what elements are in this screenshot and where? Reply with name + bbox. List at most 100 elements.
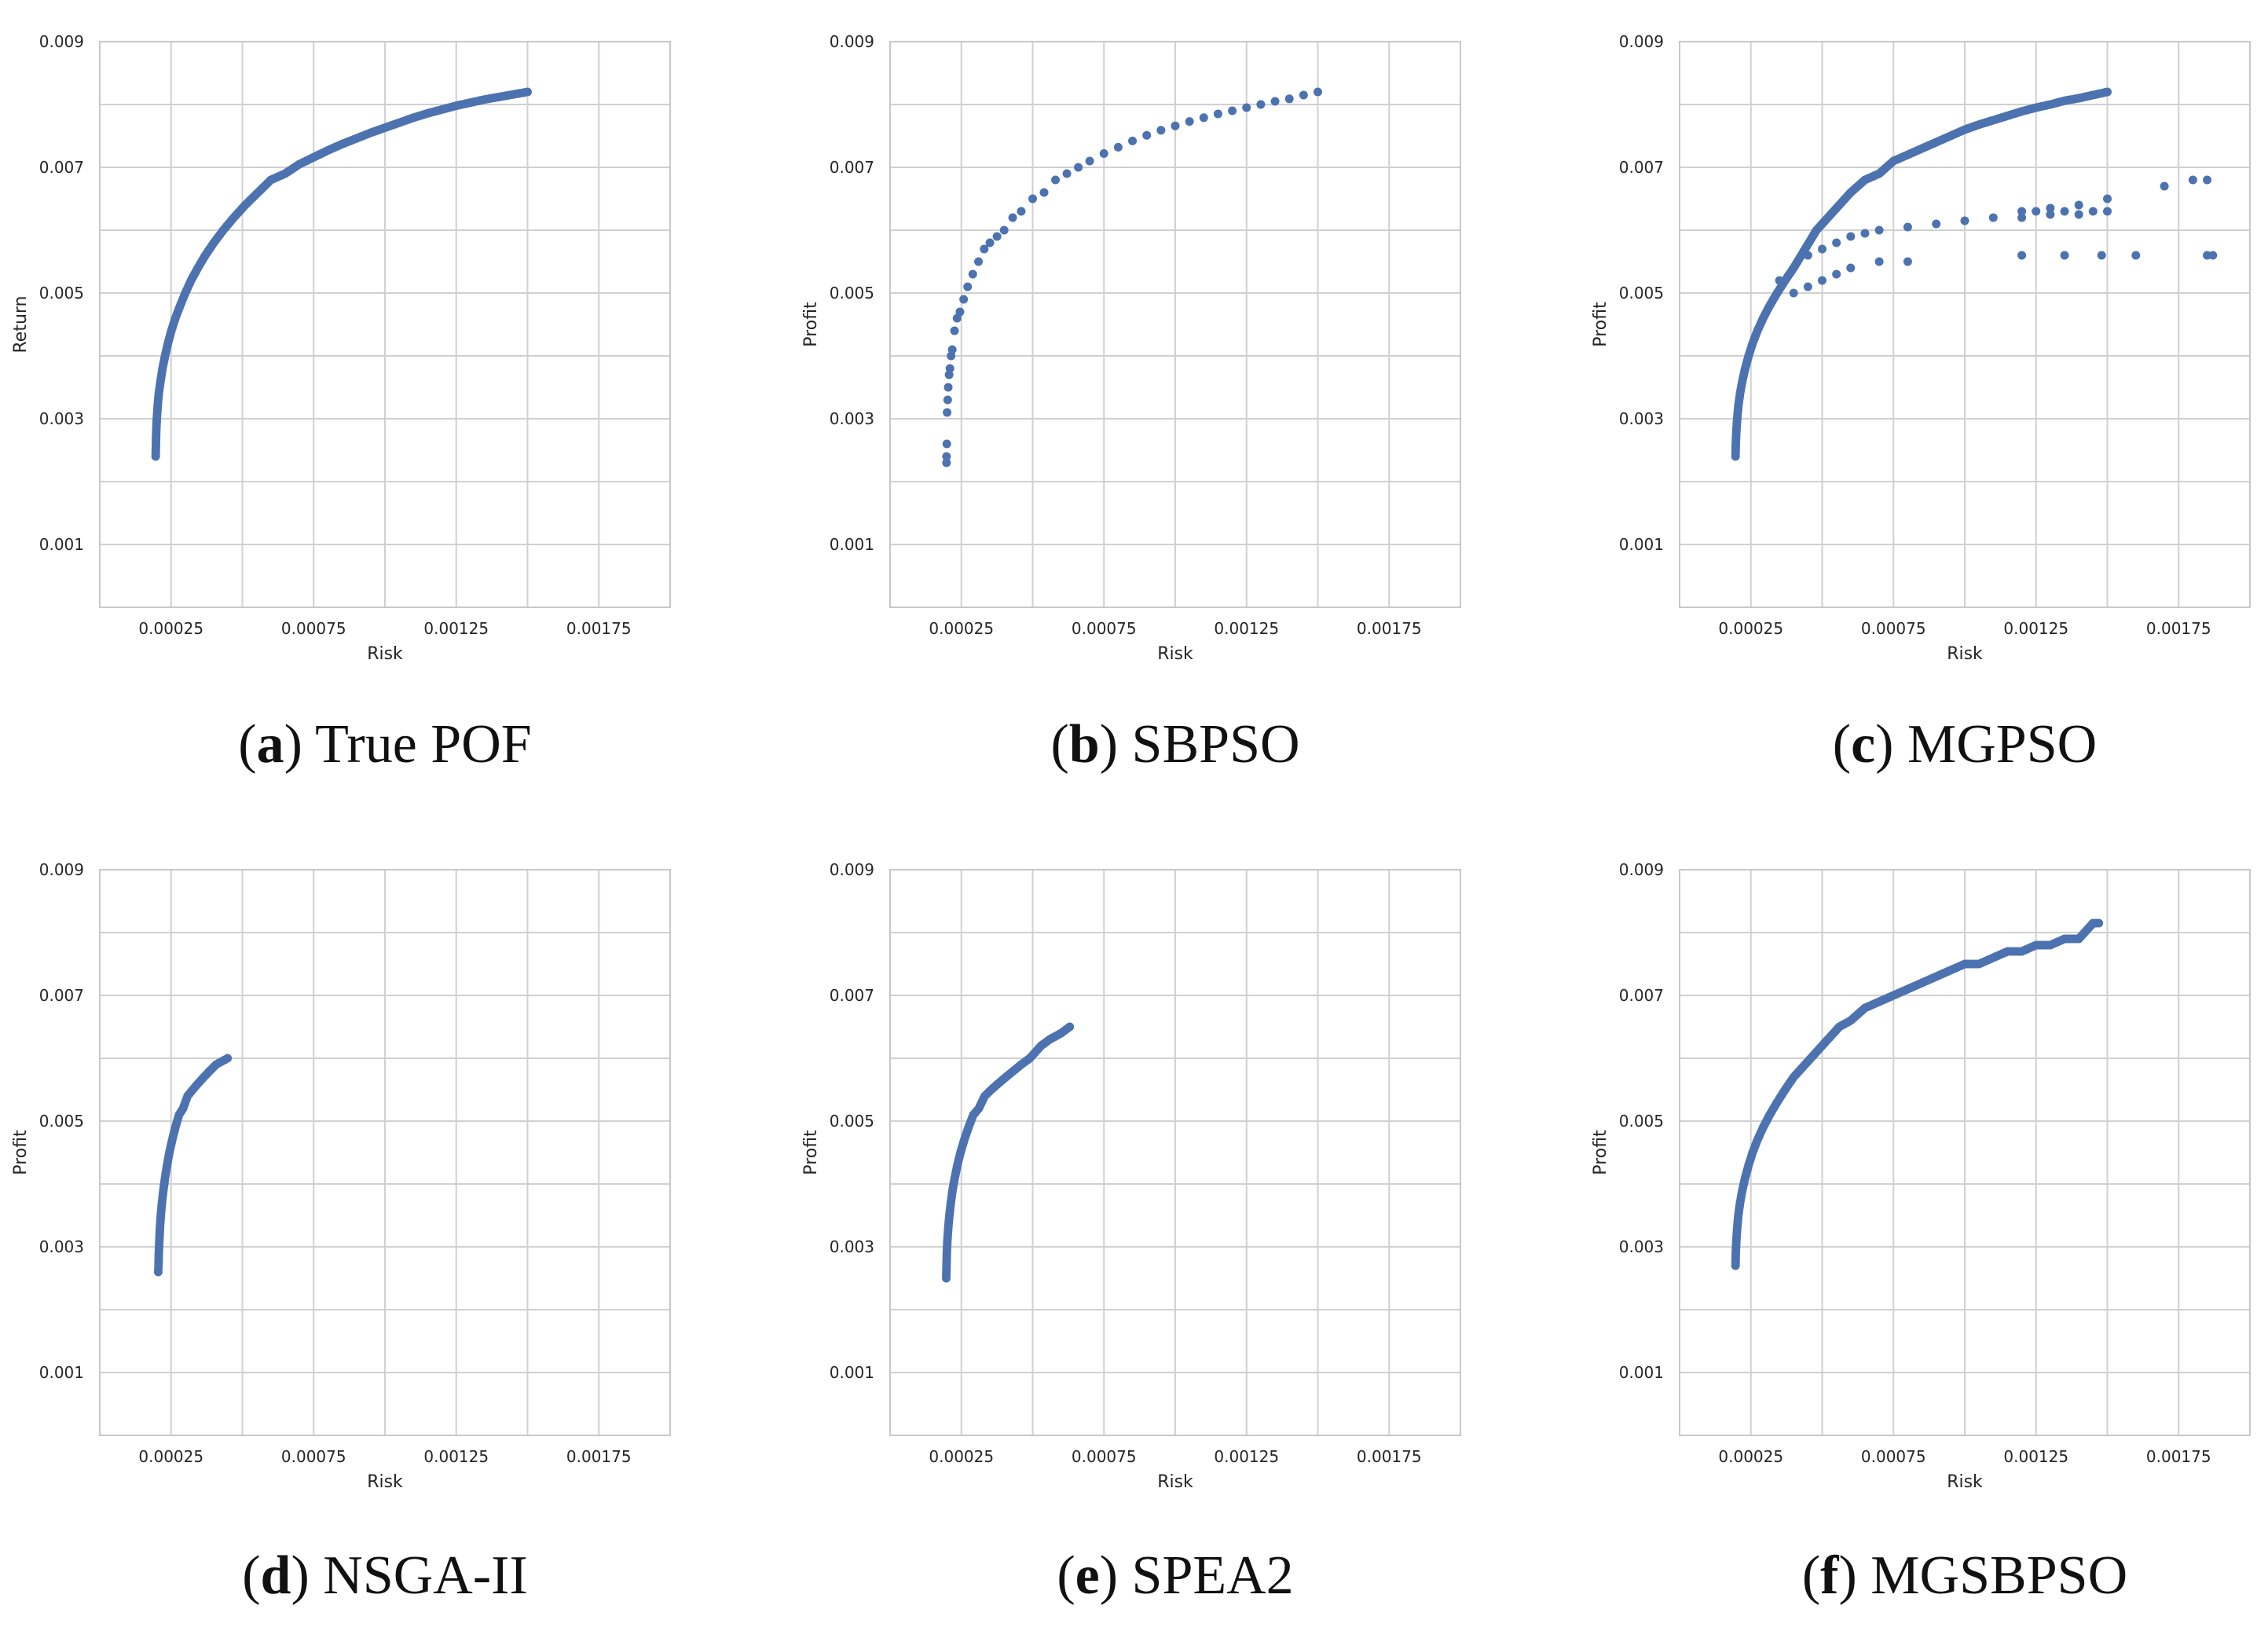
data-point: [1028, 194, 1037, 203]
data-point: [947, 345, 957, 354]
data-point: [1062, 169, 1072, 178]
data-point: [943, 395, 952, 405]
y-tick-label: 0.007: [39, 986, 84, 1005]
plot-frame: [1679, 41, 2251, 608]
data-point: [1903, 222, 1912, 232]
data-point: [1284, 94, 1294, 104]
data-point: [1156, 126, 1166, 135]
caption-title: ) MGPSO: [1875, 714, 2097, 775]
y-tick-label: 0.007: [1619, 986, 1664, 1005]
data-point: [1113, 142, 1123, 152]
caption-letter: a: [257, 714, 284, 775]
plot-frame: [889, 869, 1461, 1436]
x-tick-label: 0.00125: [2003, 1447, 2068, 1466]
panel-d: 0.00025 0.00075 0.00125 0.00175 0.001 0.003 0.…: [11, 860, 671, 1492]
y-tick-label: 0.009: [1619, 32, 1664, 51]
data-point: [1818, 244, 1826, 254]
data-point: [1008, 213, 1017, 222]
data-point: [943, 408, 952, 417]
y-axis-label: Profit: [801, 302, 821, 347]
y-axis-label: Return: [11, 295, 31, 353]
data-point: [2074, 200, 2083, 210]
data-point: [2017, 207, 2027, 216]
y-tick-label: 0.005: [830, 1112, 874, 1131]
data-point: [1065, 1022, 1075, 1032]
caption-letter: c: [1851, 714, 1875, 775]
data-point: [942, 458, 951, 467]
data-point: [943, 383, 953, 392]
data-point: [2074, 210, 2083, 219]
data-point: [950, 326, 959, 335]
caption-open-paren: (: [1833, 714, 1851, 775]
series-e-0: [942, 1022, 1075, 1283]
data-point: [223, 1054, 233, 1063]
x-tick-label: 0.00125: [423, 619, 489, 638]
y-tick-label: 0.009: [1619, 860, 1664, 879]
data-point: [2208, 251, 2218, 260]
y-axis-label: Profit: [1591, 302, 1610, 347]
data-point: [1803, 251, 1812, 260]
y-tick-label: 0.005: [1619, 1112, 1664, 1131]
data-point: [1775, 276, 1784, 285]
series-d-0: [153, 1054, 233, 1277]
y-tick-label: 0.001: [1619, 1363, 1664, 1382]
y-tick-label: 0.001: [39, 1363, 84, 1382]
y-tick-label: 0.003: [1619, 409, 1664, 428]
data-point: [945, 364, 954, 373]
data-point: [980, 244, 989, 254]
y-tick-label: 0.007: [1619, 158, 1664, 177]
panel-c: 0.00025 0.00075 0.00125 0.00175 0.001 0.003 0.…: [1591, 32, 2251, 664]
data-point: [1846, 232, 1856, 241]
x-tick-label: 0.00075: [281, 1447, 346, 1466]
y-tick-label: 0.001: [830, 1363, 874, 1382]
caption-title: ) SBPSO: [1100, 714, 1300, 775]
series-a-0: [151, 87, 532, 461]
data-point: [1832, 238, 1841, 247]
data-point: [523, 87, 532, 97]
x-tick-label: 0.00175: [1357, 1447, 1422, 1466]
data-point: [1988, 213, 1998, 222]
data-point: [1074, 163, 1083, 172]
data-point: [1270, 97, 1280, 106]
data-point: [1128, 136, 1138, 145]
caption-open-paren: (: [1802, 1545, 1820, 1606]
series-c-0: [1731, 87, 2112, 461]
x-tick-label: 0.00175: [2146, 1447, 2211, 1466]
data-point: [999, 225, 1009, 235]
panel-e: 0.00025 0.00075 0.00125 0.00175 0.001 0.003 0.…: [801, 860, 1461, 1492]
series-c-2: [1789, 207, 2112, 298]
data-point: [1903, 257, 1912, 266]
y-axis-label: Profit: [11, 1130, 31, 1175]
x-tick-label: 0.00075: [1072, 1447, 1137, 1466]
data-point: [955, 307, 965, 317]
panel-caption: (c) MGPSO: [1833, 714, 2097, 775]
data-point: [2103, 207, 2112, 216]
data-point: [1960, 216, 1969, 225]
caption-letter: b: [1069, 714, 1100, 775]
y-tick-label: 0.007: [39, 158, 84, 177]
x-axis-label: Risk: [1947, 644, 1983, 664]
panel-caption: (b) SBPSO: [1050, 714, 1299, 775]
plot-frame: [889, 41, 1461, 608]
data-point: [1874, 257, 1884, 266]
data-point: [963, 282, 973, 291]
plot-frame: [99, 869, 671, 1436]
data-point: [2188, 175, 2197, 185]
data-point: [1099, 148, 1108, 158]
caption-open-paren: (: [238, 714, 256, 775]
caption-title: ) MGSBPSO: [1838, 1545, 2127, 1606]
caption-open-paren: (: [242, 1545, 260, 1606]
panel-a: 0.00025 0.00075 0.00125 0.00175 0.001 0.003 0.…: [11, 32, 671, 664]
caption-open-paren: (: [1057, 1545, 1075, 1606]
data-point: [2131, 251, 2141, 260]
panel-caption: (f) MGSBPSO: [1802, 1545, 2127, 1606]
data-point: [944, 370, 954, 379]
y-tick-label: 0.003: [39, 1237, 84, 1256]
x-tick-label: 0.00075: [1861, 619, 1926, 638]
x-axis-label: Risk: [1157, 644, 1193, 664]
x-tick-label: 0.00025: [138, 619, 203, 638]
x-tick-label: 0.00175: [566, 1447, 632, 1466]
data-point: [942, 439, 951, 449]
data-point: [1242, 103, 1251, 112]
